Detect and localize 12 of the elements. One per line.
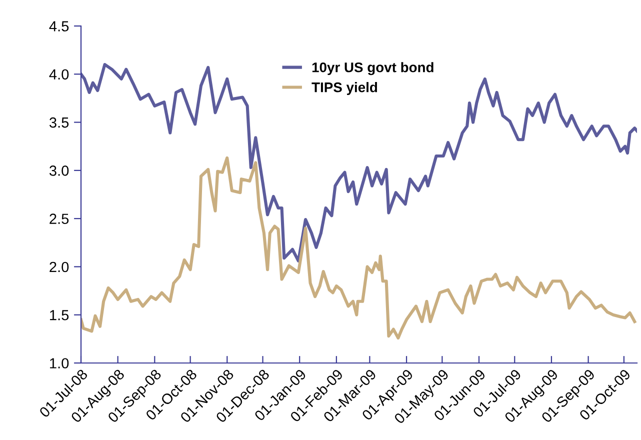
y-tick-label: 2.0 (50, 262, 69, 272)
y-tick-label: 4.0 (49, 69, 69, 80)
y-tick-label: 4.5 (49, 21, 69, 32)
y-tick-label: 1.5 (50, 310, 69, 320)
y-tick-label: 3.0 (49, 166, 69, 176)
y-tick-label: 1.0 (50, 358, 69, 368)
legend-label: 10yr US govt bond (312, 62, 434, 76)
y-tick-label: 3.5 (49, 117, 69, 128)
line-series (81, 62, 637, 262)
y-tick-label: 2.5 (50, 214, 69, 224)
line-series (81, 156, 636, 340)
legend-label: TIPS yield (312, 82, 378, 95)
